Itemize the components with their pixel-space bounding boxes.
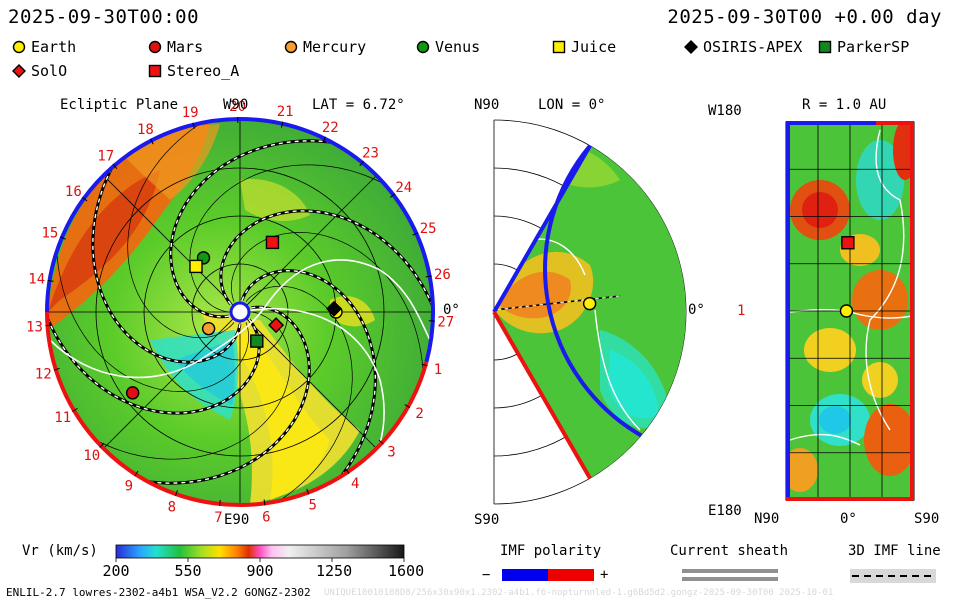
rotation-label: 19 — [182, 105, 199, 121]
marker-earth — [582, 296, 597, 311]
legend-label: SolO — [31, 62, 68, 80]
rotation-label: 26 — [434, 267, 451, 283]
colorbar-tick-label: 550 — [174, 562, 202, 580]
legend-label: OSIRIS-APEX — [703, 38, 803, 56]
legend-item-parkersp: ParkerSP — [818, 38, 909, 56]
marker-mercury — [201, 321, 216, 336]
rotation-label: 2 — [415, 406, 423, 422]
colorbar-tick-label: 1600 — [388, 562, 425, 580]
imf-polarity-minus: − — [482, 567, 491, 583]
colorbar-tick-label: 900 — [246, 562, 274, 580]
ecliptic-bottom-label: E90 — [224, 512, 250, 528]
colorbar-label: Vr (km/s) — [22, 543, 98, 559]
marker-juice — [189, 259, 203, 274]
rotation-label: 10 — [83, 448, 100, 464]
latlon-bottom-left-label: E180 — [708, 503, 742, 519]
legend-label: Juice — [571, 38, 617, 56]
ecliptic-top-label: W90 — [223, 97, 249, 113]
ecliptic-plane-panel: 19 20 212223242526271234567891011121314151… — [26, 99, 454, 526]
ecliptic-right-label: 0° — [443, 302, 460, 318]
marker-stereo-a — [841, 236, 855, 250]
legend-item-mercury: Mercury — [284, 38, 366, 56]
rotation-label: 6 — [262, 509, 270, 525]
marker-solo — [268, 317, 285, 334]
legend-item-solo: SolO — [12, 62, 67, 80]
rotation-label: 11 — [54, 410, 71, 426]
imf-line-label: 3D IMF line — [848, 543, 941, 559]
rotation-label: 9 — [125, 478, 133, 494]
marker-mars — [125, 386, 140, 400]
legend-label: ParkerSP — [837, 38, 910, 56]
latlon-title: R = 1.0 AU — [802, 97, 887, 113]
legend-label: Earth — [31, 38, 77, 56]
rotation-label: 1 — [434, 362, 442, 378]
rotation-label: 23 — [362, 146, 379, 162]
legend-label: Mars — [167, 38, 204, 56]
colorbar-tick-label: 1250 — [316, 562, 353, 580]
imf-polarity-label: IMF polarity — [500, 543, 602, 559]
latlon-panel — [785, 121, 915, 501]
legend-item-osiris-apex: OSIRIS-APEX — [684, 38, 802, 56]
imf-polarity-positive-bar — [548, 569, 594, 581]
rotation-label: 12 — [35, 366, 52, 382]
rotation-label: 7 — [214, 510, 222, 526]
legend-item-earth: Earth — [12, 38, 76, 56]
imf-polarity-negative-bar — [502, 569, 548, 581]
latlon-xtick-n90: N90 — [754, 511, 780, 527]
legend-label: Stereo_A — [167, 62, 240, 80]
marker-stereo-a — [265, 235, 280, 250]
legend-item-venus: Venus — [416, 38, 480, 56]
rotation-label: 24 — [395, 180, 412, 196]
legend-item-mars: Mars — [148, 38, 203, 56]
marker-osiris-apex — [326, 300, 343, 317]
footer-model-info: ENLIL-2.7 lowres-2302-a4b1 WSA_V2.2 GONG… — [6, 586, 311, 599]
rotation-label: 25 — [420, 221, 437, 237]
meridional-bottom-label: S90 — [474, 512, 500, 528]
meridional-panel — [492, 119, 687, 505]
rotation-label: 17 — [97, 149, 114, 165]
ecliptic-title: Ecliptic Plane — [60, 97, 179, 113]
right-datetime: 2025-09-30T00 +0.00 day — [667, 6, 942, 28]
rotation-label: 22 — [322, 120, 339, 136]
rotation-label: 4 — [351, 476, 359, 492]
vr-colorbar — [115, 544, 405, 559]
colorbar-tick-label: 200 — [102, 562, 130, 580]
current-sheath-swatch — [682, 569, 778, 581]
meridional-right-label: 0° — [688, 302, 705, 318]
latlon-xtick-0: 0° — [840, 511, 857, 527]
latlon-mid-left-label: 1 — [737, 303, 746, 319]
ecliptic-subtitle: LAT = 6.72° — [312, 97, 405, 113]
footer-run-info: UNIQUE10010108D8/256x30x90x1.2302-a4b1.f… — [324, 588, 834, 598]
imf-line-swatch — [850, 569, 936, 583]
legend-item-stereo-a: Stereo_A — [148, 62, 239, 80]
legend-row-2: SolO Stereo_A — [12, 62, 952, 82]
legend-label: Mercury — [303, 38, 367, 56]
left-datetime: 2025-09-30T00:00 — [8, 6, 200, 28]
rotation-label: 14 — [28, 272, 45, 288]
legend-item-juice: Juice — [552, 38, 616, 56]
rotation-label: 13 — [26, 319, 43, 335]
marker-earth — [839, 304, 854, 318]
rotation-label: 16 — [65, 184, 82, 200]
rotation-label: 18 — [137, 122, 154, 138]
latlon-xtick-s90: S90 — [914, 511, 940, 527]
rotation-label: 8 — [168, 499, 176, 515]
rotation-label: 3 — [387, 445, 395, 461]
legend-row-1: Earth Mars Mercury Venus Juice OSIRIS-APEX Par… — [12, 38, 952, 58]
meridional-top-label: N90 — [474, 97, 500, 113]
legend-label: Venus — [435, 38, 481, 56]
imf-polarity-plus: + — [600, 567, 609, 583]
rotation-label: 15 — [41, 226, 58, 242]
meridional-title: LON = 0° — [538, 97, 606, 113]
rotation-label: 20 — [229, 99, 246, 115]
latlon-top-left-label: W180 — [708, 103, 742, 119]
rotation-label: 27 — [437, 315, 454, 331]
current-sheath-label: Current sheath — [670, 543, 789, 559]
rotation-label: 5 — [308, 498, 316, 514]
rotation-label: 21 — [277, 104, 294, 120]
marker-parkersp — [250, 334, 264, 348]
